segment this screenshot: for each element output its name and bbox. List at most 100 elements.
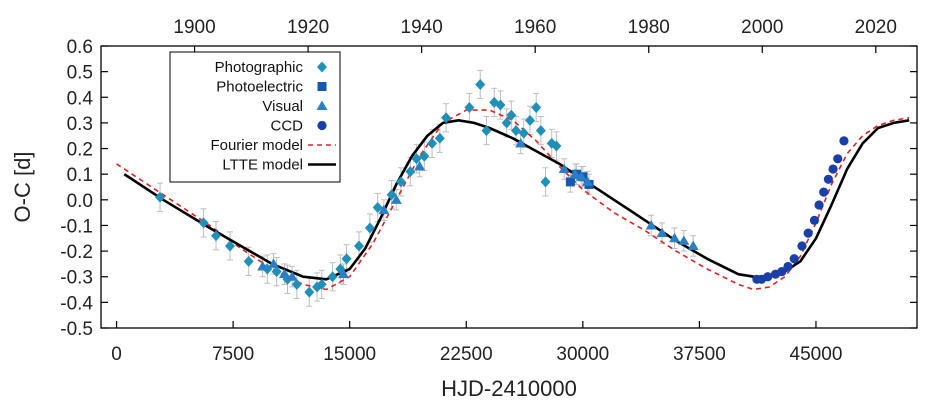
- data-point: [515, 137, 527, 148]
- legend-label: Visual: [262, 98, 303, 115]
- y-tick-label: 0.2: [67, 140, 93, 161]
- data-point: [411, 153, 422, 165]
- data-points: [155, 78, 849, 298]
- data-point: [155, 191, 166, 203]
- data-point: [243, 255, 254, 267]
- top-tick-label: 2000: [741, 17, 783, 38]
- legend-box: [169, 51, 341, 183]
- data-point: [777, 267, 787, 277]
- y-tick-label: -0.1: [60, 216, 93, 237]
- data-point: [337, 268, 349, 279]
- y-tick-label: 0.3: [67, 114, 93, 135]
- data-point: [814, 200, 824, 210]
- data-point: [268, 258, 280, 268]
- data-point: [441, 112, 452, 124]
- data-point: [833, 154, 843, 164]
- data-point: [581, 176, 593, 186]
- data-point: [518, 127, 529, 139]
- legend-swatch: [316, 100, 328, 110]
- x-tick-label: 45000: [790, 344, 843, 365]
- legend-swatch: [317, 82, 327, 91]
- y-tick-label: -0.3: [60, 268, 93, 289]
- y-tick-label: 0.6: [67, 37, 93, 58]
- legend-label: Photographic: [215, 59, 304, 76]
- data-point: [211, 230, 222, 242]
- top-tick-label: 1940: [401, 17, 443, 38]
- data-point: [378, 204, 390, 215]
- legend-label: LTTE model: [222, 157, 303, 174]
- data-point: [565, 177, 575, 187]
- data-point: [501, 117, 512, 129]
- data-point: [395, 176, 406, 188]
- y-axis-title: O-C [d]: [10, 152, 35, 223]
- y-tick-label: 0.1: [67, 165, 93, 186]
- data-point: [405, 166, 416, 178]
- data-point: [390, 194, 402, 204]
- data-point: [341, 253, 352, 265]
- data-point: [427, 137, 438, 149]
- data-point: [789, 254, 799, 264]
- data-point: [763, 272, 773, 282]
- data-point: [198, 217, 209, 229]
- data-point: [797, 241, 807, 251]
- x-tick-label: 0: [111, 344, 122, 365]
- y-tick-label: 0.0: [67, 191, 93, 212]
- top-tick-label: 1900: [173, 17, 215, 38]
- data-point: [506, 109, 517, 121]
- data-point: [551, 140, 562, 152]
- data-point: [354, 240, 365, 252]
- data-point: [475, 78, 486, 90]
- data-point: [823, 174, 834, 184]
- data-point: [535, 125, 546, 137]
- data-point: [278, 268, 290, 279]
- top-tick-label: 1920: [287, 17, 329, 38]
- data-point: [656, 227, 668, 238]
- x-tick-label: 30000: [556, 344, 609, 365]
- data-point: [669, 232, 681, 243]
- x-tick-label: 15000: [323, 344, 376, 365]
- data-point: [569, 168, 581, 179]
- series-line: [123, 119, 910, 281]
- data-point: [809, 215, 820, 225]
- data-point: [510, 125, 521, 137]
- top-tick-label: 1980: [628, 17, 670, 38]
- data-point: [257, 260, 269, 271]
- x-tick-label: 7500: [212, 344, 254, 365]
- legend-label: Photoelectric: [216, 79, 303, 96]
- y-tick-label: -0.2: [60, 242, 93, 263]
- data-point: [531, 102, 542, 114]
- legend-swatch: [317, 61, 327, 73]
- data-point: [271, 266, 282, 278]
- x-axis-title: HJD-2410000: [441, 376, 577, 401]
- data-point: [364, 222, 375, 234]
- y-tick-label: 0.4: [67, 88, 94, 109]
- data-point: [386, 189, 397, 201]
- legend-label: Fourier model: [210, 137, 303, 154]
- legend-swatch: [317, 120, 327, 131]
- plot-frame: [100, 45, 918, 329]
- x-tick-label: 37500: [673, 344, 726, 365]
- top-tick-label: 2020: [855, 17, 897, 38]
- data-point: [687, 240, 699, 250]
- data-point: [327, 271, 338, 283]
- data-point: [372, 202, 383, 214]
- data-point: [481, 125, 492, 137]
- y-tick-label: -0.5: [60, 319, 93, 340]
- data-point: [678, 235, 690, 245]
- data-point: [316, 278, 327, 290]
- data-point: [783, 261, 793, 272]
- data-point: [524, 114, 535, 126]
- legend: Photographic Photoelectric Visual CCD Fourie…: [169, 51, 341, 183]
- data-point: [414, 160, 426, 171]
- data-point: [225, 240, 236, 252]
- tick-labels: 0 7500 15000 22500 30000 37500 45000 -0.5 -0.4 -0…: [60, 17, 897, 365]
- data-point: [286, 271, 298, 281]
- data-point: [419, 150, 430, 162]
- data-point: [803, 228, 813, 238]
- data-point: [575, 171, 587, 181]
- data-point: [819, 187, 829, 197]
- data-point: [304, 286, 315, 298]
- top-tick-label: 1960: [514, 17, 556, 38]
- data-point: [839, 136, 849, 146]
